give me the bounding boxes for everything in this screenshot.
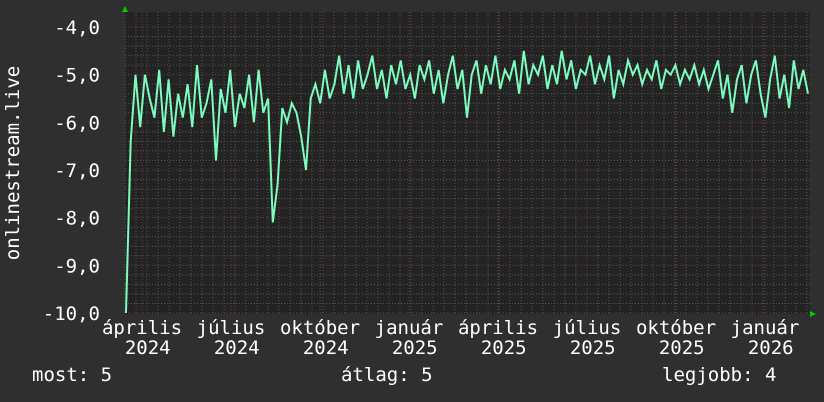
x-axis-arrow-icon xyxy=(810,311,816,317)
grid xyxy=(124,12,810,314)
y-tick-label: -5,0 xyxy=(54,65,100,87)
x-tick-month: április xyxy=(102,317,182,339)
x-tick-month: október xyxy=(280,317,360,339)
series-line xyxy=(125,50,809,314)
x-tick-month: április xyxy=(458,317,538,339)
y-tick-label: -4,0 xyxy=(54,17,100,39)
x-tick-label: október 2025 xyxy=(636,317,716,359)
chart: -10,0 -9,0 -8,0 -7,0 -6,0 -5,0 -4,0 április 20… xyxy=(2,6,816,359)
x-tick-year: 2024 xyxy=(202,337,259,359)
legend-best: legjobb: 4 xyxy=(662,364,777,386)
x-tick-month: július xyxy=(553,317,622,339)
x-tick-label: január 2026 xyxy=(731,317,800,359)
y-axis-label: onlinestream.live xyxy=(2,66,24,260)
x-tick-label: július 2024 xyxy=(197,317,266,359)
x-tick-month: október xyxy=(636,317,716,339)
x-tick-year: 2025 xyxy=(380,337,437,359)
x-tick-label: július 2025 xyxy=(553,317,622,359)
x-tick-year: 2024 xyxy=(113,337,170,359)
x-tick-year: 2025 xyxy=(469,337,526,359)
y-axis-arrow-icon xyxy=(122,6,128,12)
x-tick-label: április 2025 xyxy=(458,317,538,359)
plot-area xyxy=(125,12,810,314)
y-tick-label: -6,0 xyxy=(54,112,100,134)
y-tick-label: -10,0 xyxy=(43,303,100,325)
y-axis: -10,0 -9,0 -8,0 -7,0 -6,0 -5,0 -4,0 xyxy=(43,17,100,325)
x-tick-month: július xyxy=(197,317,266,339)
legend-current: most: 5 xyxy=(32,364,113,386)
x-tick-year: 2025 xyxy=(647,337,704,359)
x-tick-year: 2025 xyxy=(558,337,615,359)
x-tick-month: január xyxy=(731,317,800,339)
y-tick-label: -7,0 xyxy=(54,160,100,182)
x-tick-month: január xyxy=(375,317,444,339)
x-tick-label: október 2024 xyxy=(280,317,360,359)
y-tick-label: -8,0 xyxy=(54,208,100,230)
y-tick-label: -9,0 xyxy=(54,255,100,277)
x-tick-year: 2026 xyxy=(736,337,793,359)
x-tick-year: 2024 xyxy=(291,337,348,359)
x-tick-label: január 2025 xyxy=(375,317,444,359)
legend-average: átlag: 5 xyxy=(341,364,433,386)
x-tick-label: április 2024 xyxy=(102,317,182,359)
